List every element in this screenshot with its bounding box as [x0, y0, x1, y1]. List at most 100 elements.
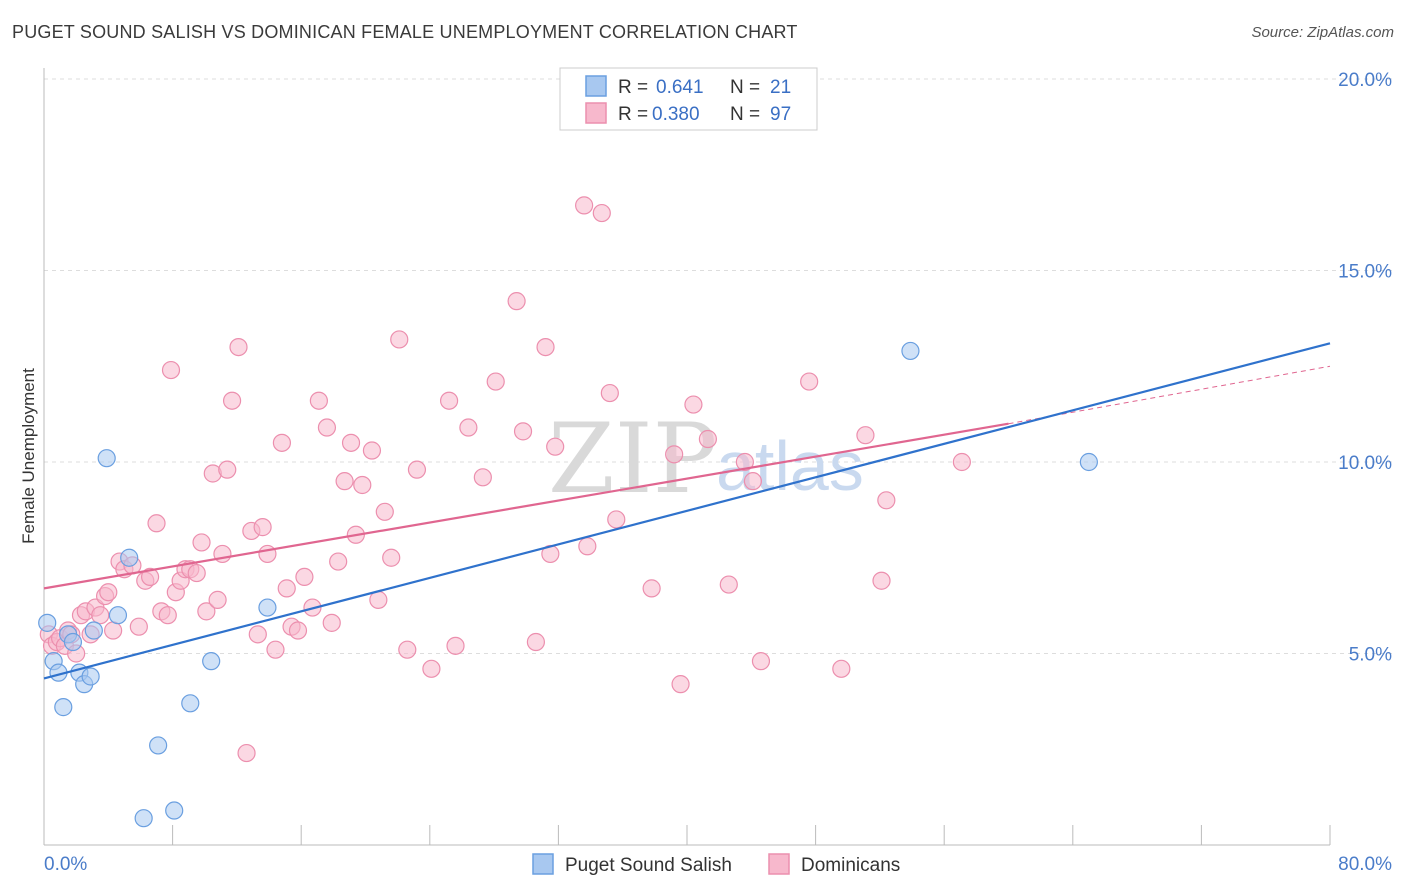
dominican-point-41: [248, 625, 267, 644]
legend-n-value-1: 21: [770, 77, 791, 98]
dominican-point-70: [473, 468, 492, 487]
dominican-point-68: [446, 636, 465, 655]
salish-point-3: [54, 698, 73, 717]
dominican-point-31: [192, 533, 211, 552]
salish-point-8: [81, 667, 100, 686]
y-tick-label-0: 5.0%: [1349, 645, 1392, 666]
dominican-point-52: [317, 418, 337, 437]
dominican-point-62: [382, 548, 401, 567]
dominican-point-61: [375, 502, 394, 521]
dominican-point-37: [222, 391, 242, 410]
dominican-point-32: [197, 602, 216, 621]
dominican-point-81: [600, 383, 619, 403]
axes: [43, 68, 1331, 846]
legend-r-label-1: R =: [618, 77, 648, 98]
dominican-point-51: [309, 391, 328, 410]
dominican-point-24: [158, 606, 177, 625]
legend-r-value-2: 0.380: [652, 104, 700, 125]
dominican-point-79: [578, 537, 597, 556]
dominican-point-66: [422, 659, 441, 678]
x-tick-label-0: 0.0%: [44, 854, 87, 875]
dominican-point-48: [288, 621, 308, 640]
salish-point-15: [165, 801, 184, 820]
dominican-point-74: [526, 632, 545, 652]
legend-r-label-2: R =: [618, 104, 648, 125]
dominican-point-21: [140, 567, 160, 587]
bottom-legend-label-2: Dominicans: [801, 855, 900, 876]
data-points: [38, 196, 1098, 828]
dominican-point-91: [751, 652, 771, 671]
dominican-point-30: [187, 563, 206, 583]
legend-swatch-blue: [585, 75, 607, 97]
dominican-point-45: [272, 433, 292, 452]
dominican-point-22: [147, 514, 166, 533]
dominican-point-92: [800, 372, 819, 391]
dominican-point-67: [439, 391, 459, 410]
dominican-point-78: [575, 196, 594, 215]
dominican-point-43: [258, 544, 277, 564]
salish-point-0: [38, 613, 57, 632]
bottom-legend-label-1: Puget Sound Salish: [565, 855, 732, 876]
salish-point-9: [84, 621, 103, 640]
dominican-point-75: [536, 338, 555, 357]
chart-source: Source: ZipAtlas.com: [1251, 24, 1394, 41]
dominican-point-42: [253, 518, 272, 537]
dominican-point-69: [459, 418, 478, 437]
dominican-point-34: [208, 590, 227, 609]
dominican-point-12: [91, 606, 110, 625]
dominican-point-54: [329, 552, 348, 571]
salish-point-16: [181, 694, 200, 713]
dominican-point-84: [665, 445, 684, 464]
dominican-point-53: [322, 613, 341, 632]
dominican-point-71: [486, 372, 505, 391]
dominican-point-73: [513, 422, 533, 441]
dominican-point-36: [218, 460, 237, 479]
dominican-point-49: [295, 567, 314, 587]
salish-point-18: [258, 598, 277, 617]
dominican-point-56: [341, 433, 361, 452]
dominican-point-39: [237, 743, 256, 763]
dominican-point-85: [671, 675, 690, 694]
dominican-point-88: [719, 575, 738, 594]
legend-r-value-1: 0.641: [656, 77, 704, 98]
dominican-point-87: [698, 429, 717, 449]
salish-point-11: [108, 606, 128, 625]
y-tick-labels: 5.0% 10.0% 15.0% 20.0%: [1338, 70, 1392, 666]
bottom-legend-swatch-blue: [532, 853, 554, 875]
y-axis-title: Female Unemployment: [19, 368, 38, 544]
dominican-point-83: [642, 579, 661, 598]
dominican-point-86: [684, 395, 703, 414]
dominican-trend-line: [43, 422, 1009, 590]
dominican-point-82: [607, 510, 626, 529]
bottom-legend: Puget Sound Salish Dominicans: [532, 853, 900, 876]
y-tick-label-3: 20.0%: [1338, 70, 1392, 91]
salish-point-10: [97, 449, 116, 468]
x-tick-label-1: 80.0%: [1338, 854, 1392, 875]
legend-swatch-pink: [585, 102, 607, 124]
y-tick-label-1: 10.0%: [1338, 453, 1392, 474]
dominican-point-15: [104, 621, 123, 640]
x-tick-labels: 0.0% 80.0%: [44, 854, 1392, 875]
salish-point-19: [901, 341, 920, 361]
y-tick-label-2: 15.0%: [1338, 262, 1392, 283]
dominican-point-77: [546, 437, 565, 456]
salish-point-20: [1079, 452, 1098, 472]
salish-point-14: [149, 736, 168, 755]
legend-box: R = 0.641 N = 21 R = 0.380 N = 97: [559, 67, 818, 131]
grid-lines: [44, 78, 1392, 654]
salish-trend-line: [43, 342, 1331, 680]
salish-point-17: [202, 652, 221, 671]
dominican-point-64: [398, 640, 417, 659]
dominican-point-55: [335, 472, 354, 491]
dominican-point-65: [407, 460, 427, 479]
trend-lines: [43, 342, 1331, 680]
dominican-point-25: [161, 360, 181, 380]
dominican-point-95: [872, 571, 891, 590]
dominican-point-46: [277, 579, 296, 598]
salish-point-13: [134, 809, 153, 828]
dominican-point-72: [507, 292, 526, 311]
dominican-point-44: [266, 640, 285, 659]
salish-point-5: [63, 632, 83, 652]
bottom-legend-swatch-pink: [768, 853, 790, 875]
